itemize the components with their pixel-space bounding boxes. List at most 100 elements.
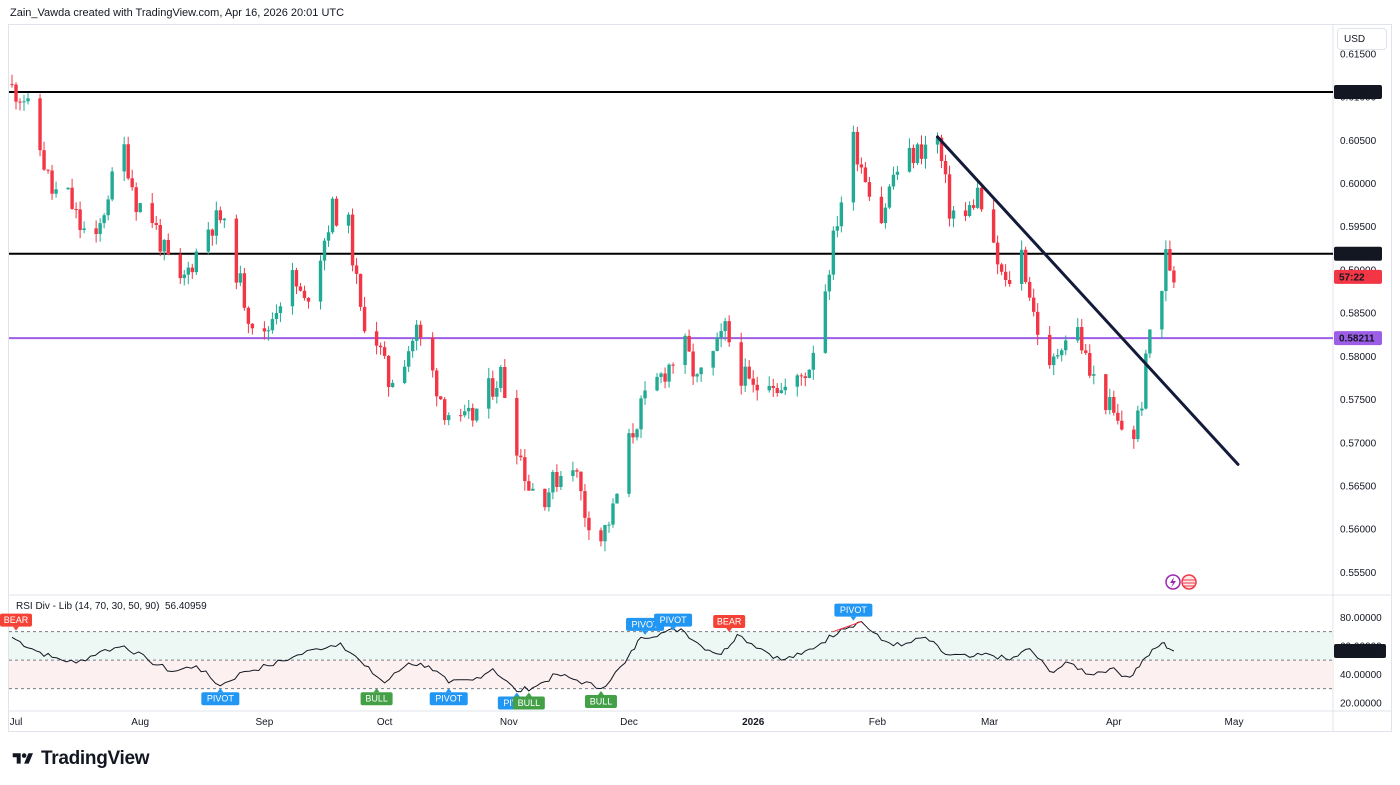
candle: [923, 135, 928, 169]
signal-badge-pointer: [513, 692, 520, 697]
candle: [771, 378, 775, 397]
candle-body: [683, 335, 687, 365]
candle-body: [126, 144, 130, 179]
candle-body: [879, 196, 884, 224]
candle-body: [527, 481, 531, 491]
candle-body: [1060, 350, 1064, 356]
candle: [559, 471, 563, 491]
candle-body: [699, 367, 703, 375]
candle-body: [210, 229, 215, 236]
candle: [879, 186, 884, 225]
candle: [695, 373, 699, 383]
candle-body: [599, 530, 603, 542]
candle: [855, 126, 860, 172]
candle-body: [1104, 374, 1108, 411]
lightning-glyph: [1170, 577, 1176, 588]
candle: [182, 269, 186, 286]
candle: [783, 378, 787, 396]
candle: [402, 359, 407, 385]
candle-body: [851, 131, 856, 203]
candle: [627, 428, 631, 498]
candle-body: [438, 396, 443, 400]
candle-body: [687, 335, 691, 352]
candle: [318, 255, 323, 310]
candle-body: [915, 144, 920, 164]
rsi-overbought-zone: [9, 631, 1333, 661]
candle: [551, 469, 555, 500]
candle: [14, 82, 18, 110]
candle-body: [631, 433, 635, 438]
candle: [767, 376, 771, 393]
candle-body: [382, 347, 387, 356]
candle-body: [911, 147, 916, 164]
candle-body: [1108, 396, 1112, 411]
candle: [979, 183, 984, 212]
candle-body: [402, 366, 407, 383]
signal-badge-bg: [0, 613, 32, 627]
candle: [106, 195, 110, 221]
candle: [1076, 318, 1080, 343]
tradingview-logo-text: TradingView: [41, 748, 150, 769]
candle: [1108, 388, 1112, 415]
price-tag-support-text: 0.58211: [1339, 334, 1375, 345]
candle: [74, 202, 78, 219]
candle: [1120, 410, 1124, 431]
candle: [298, 282, 303, 292]
candle-body: [575, 470, 579, 472]
price-tag-countdown: 57:22: [1334, 269, 1382, 284]
candle: [943, 154, 948, 184]
candle: [334, 196, 339, 227]
candle: [190, 263, 194, 279]
candle: [571, 461, 575, 482]
candle-body: [727, 321, 731, 343]
candle: [246, 306, 251, 334]
candle: [839, 196, 844, 233]
candle: [531, 483, 535, 491]
candle: [991, 199, 996, 244]
candle-body: [559, 476, 563, 487]
signal-badge-pointer: [13, 626, 19, 631]
candle: [575, 468, 579, 478]
candle: [467, 399, 471, 419]
candle-body: [547, 492, 551, 508]
candle: [378, 342, 383, 355]
tradingview-logo[interactable]: TradingView: [10, 748, 150, 770]
candle-body: [551, 472, 555, 493]
signal-badge-text: BEAR: [717, 617, 742, 627]
candle: [807, 369, 812, 379]
candle-body: [1056, 355, 1060, 357]
signal-badge-text: BULL: [590, 697, 613, 707]
signal-badge-pointer: [850, 616, 857, 621]
candle: [803, 372, 807, 387]
candle: [54, 181, 58, 198]
candle: [178, 247, 182, 284]
candle-body: [346, 214, 351, 226]
rsi-signal-bear: BEAR: [0, 613, 32, 631]
candle: [362, 296, 367, 334]
candle-body: [839, 202, 844, 227]
candle: [635, 428, 639, 441]
candle: [671, 362, 675, 374]
candle: [410, 337, 415, 358]
candle-body: [1092, 374, 1096, 376]
candle-body: [743, 366, 747, 386]
signal-badge-bg: [512, 696, 545, 710]
candle: [1019, 240, 1024, 291]
candle-body: [795, 375, 799, 387]
candle-body: [214, 210, 219, 236]
candle-body: [46, 169, 50, 171]
candle: [599, 527, 603, 547]
currency-selector[interactable]: USD: [1337, 28, 1387, 50]
candle-body: [723, 321, 727, 332]
rsi-signal-pivot: PIVOT: [834, 603, 873, 621]
candle-body: [603, 525, 607, 542]
candle-body: [659, 373, 663, 377]
candle: [374, 321, 379, 355]
candle-body: [923, 144, 928, 159]
time-tick-label: 2026: [742, 717, 765, 728]
rsi-line: [11, 621, 1175, 693]
candle: [134, 182, 138, 221]
candle: [26, 92, 30, 105]
candle-body: [330, 198, 335, 233]
